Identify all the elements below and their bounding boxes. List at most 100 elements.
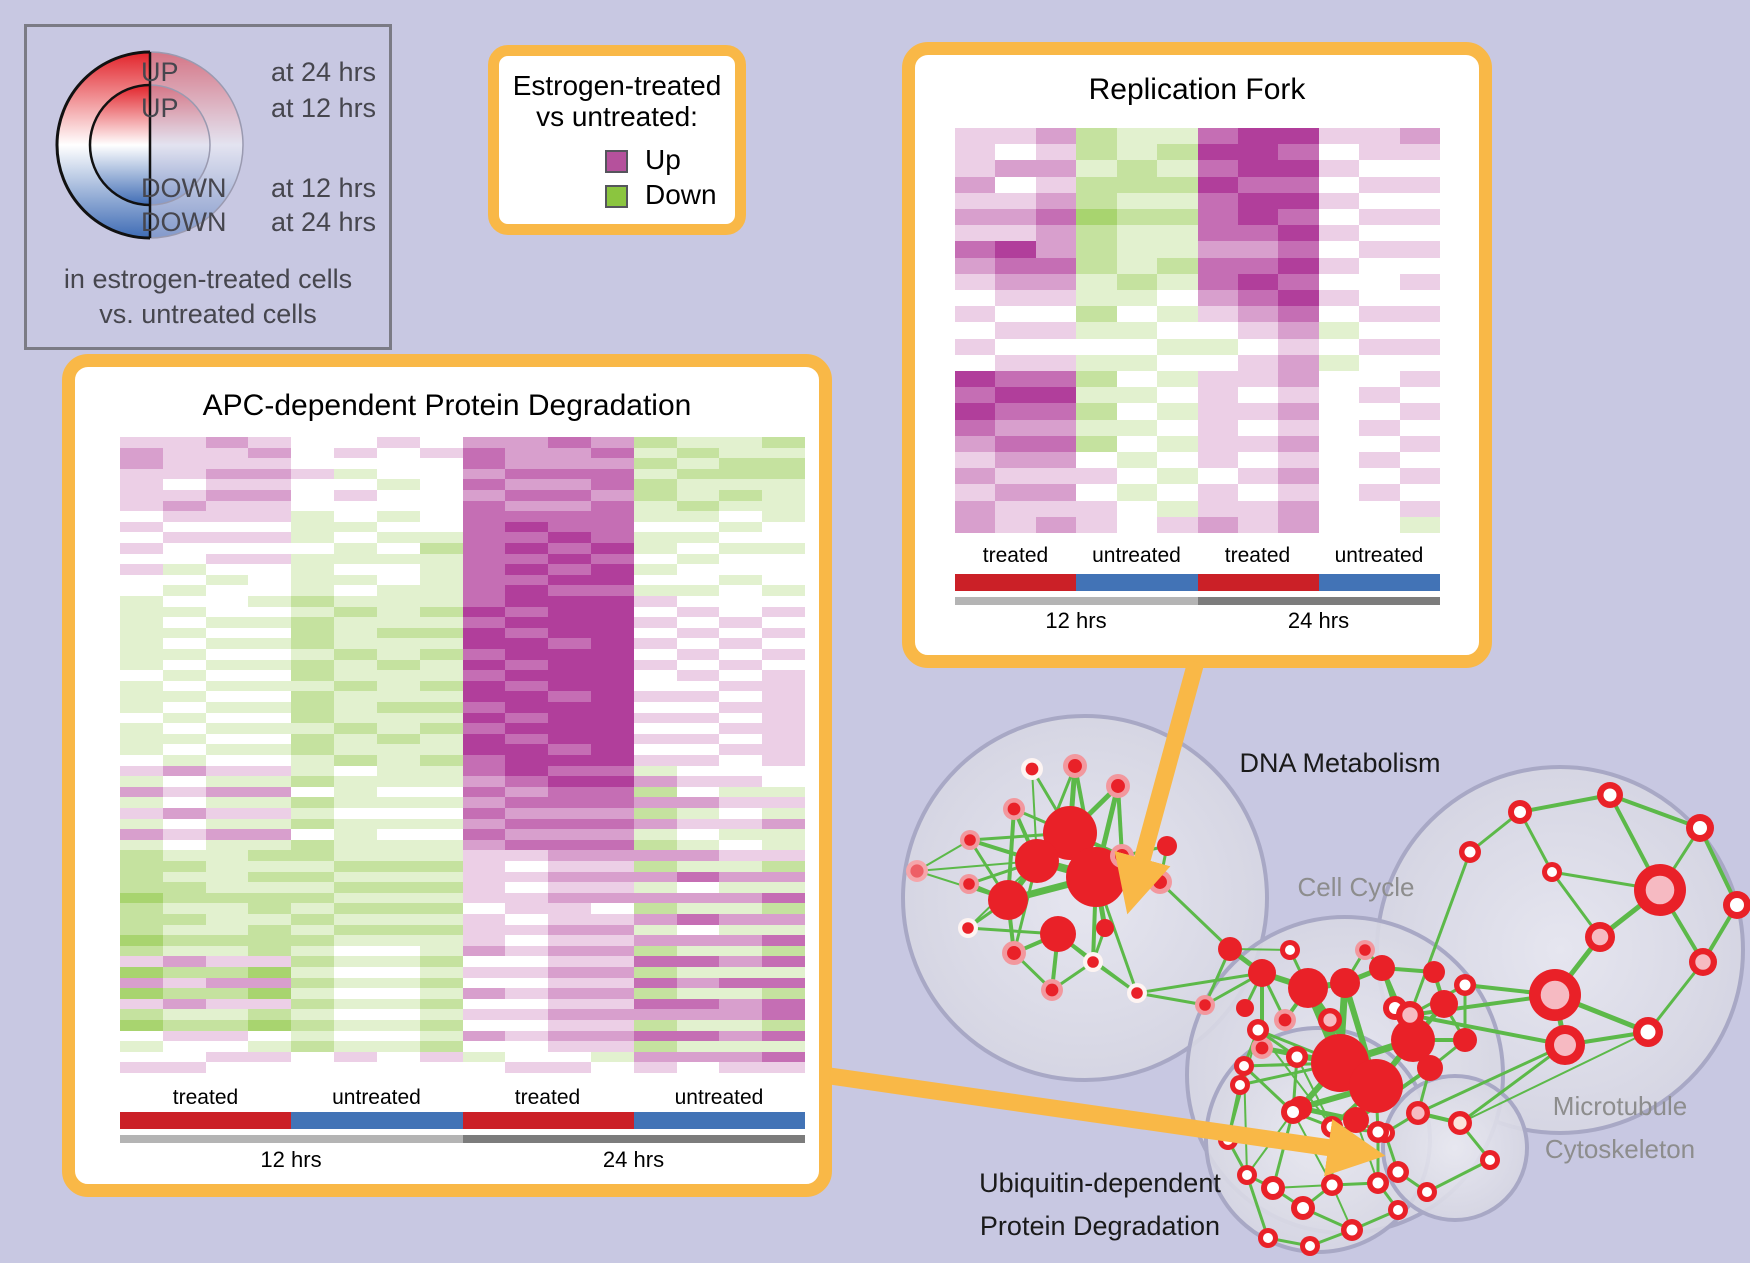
heatmap-cell <box>291 924 335 936</box>
time-label: 24 hrs <box>602 1147 665 1172</box>
heatmap-cell <box>505 723 549 734</box>
heatmap-cell <box>419 861 463 872</box>
heatmap-cell <box>548 680 591 692</box>
heatmap-cell <box>162 702 206 713</box>
heatmap-cell <box>505 744 549 755</box>
heatmap-cell <box>120 914 163 925</box>
network-edge <box>1093 785 1121 878</box>
heatmap-cell <box>120 606 163 618</box>
heatmap-cell <box>955 290 996 307</box>
heatmap-cell <box>205 500 249 512</box>
heatmap-cell <box>205 458 249 469</box>
heatmap-cell <box>1359 209 1400 226</box>
heatmap-cell <box>462 988 506 999</box>
network-edge <box>1057 932 1138 995</box>
heatmap-cell <box>162 638 206 649</box>
heatmap-cell <box>1237 468 1279 485</box>
heatmap-cell <box>1278 354 1319 371</box>
heatmap-cell <box>955 209 996 226</box>
network-node-core <box>1223 1135 1233 1145</box>
heatmap-cell <box>1035 387 1077 404</box>
heatmap-cell <box>676 829 720 840</box>
heatmap-cell <box>548 808 591 819</box>
heatmap-cell <box>120 702 163 713</box>
heatmap-cell <box>719 627 763 639</box>
heatmap-cell <box>334 574 377 586</box>
network-edge <box>1030 768 1072 834</box>
heatmap-cell <box>505 924 549 936</box>
network-node <box>1218 1130 1238 1150</box>
heatmap-cell <box>676 935 720 946</box>
heatmap-cell <box>719 500 763 512</box>
network-node <box>1396 1001 1424 1029</box>
heatmap-cell <box>462 1020 506 1031</box>
heatmap-cell <box>334 977 377 989</box>
heatmap-cell <box>1116 322 1158 339</box>
network-edge <box>1068 784 1120 835</box>
network-node <box>1459 841 1481 863</box>
bar-segment <box>1197 574 1319 591</box>
heatmap-cell <box>334 702 377 713</box>
heatmap-cell <box>1278 290 1319 307</box>
network-node <box>960 830 980 850</box>
heatmap-cell <box>1399 290 1440 307</box>
heatmap-cell <box>162 967 206 978</box>
heatmap-cell <box>1278 225 1319 242</box>
heatmap-cell <box>1318 484 1360 501</box>
network-edge <box>1034 829 1073 865</box>
heatmap-cell <box>548 988 591 999</box>
heatmap-cell <box>548 543 591 554</box>
heatmap-cell <box>505 511 549 522</box>
network-edge <box>1355 1118 1379 1134</box>
heatmap-cell <box>334 914 377 925</box>
heatmap-cell <box>1035 354 1077 371</box>
heatmap-cell <box>1076 290 1117 307</box>
heatmap-cell <box>762 765 805 777</box>
heatmap-cell <box>334 564 377 575</box>
heatmap-cell <box>548 924 591 936</box>
network-node <box>1021 758 1043 780</box>
heatmap-cell <box>719 903 763 914</box>
heatmap-cell <box>462 850 506 861</box>
heatmap-cell <box>162 956 206 967</box>
heatmap-cell <box>676 808 720 819</box>
heatmap-cell <box>1076 338 1117 355</box>
network-node-core <box>963 878 975 890</box>
heatmap-cell <box>248 606 292 618</box>
heatmap-cell <box>376 596 420 607</box>
network-edge <box>1243 972 1264 1009</box>
heatmap-cell <box>205 914 249 925</box>
heatmap-cell <box>376 585 420 596</box>
network-edge <box>1331 1181 1379 1187</box>
heatmap-cell <box>633 479 677 490</box>
heatmap-cell <box>1035 403 1077 420</box>
heatmap-cell <box>419 797 463 808</box>
heatmap-cell <box>462 680 506 692</box>
network-node-core <box>1291 1051 1303 1063</box>
heatmap-cell <box>1399 176 1440 193</box>
heatmap-cell <box>462 892 506 904</box>
network-edge <box>1374 1085 1380 1133</box>
heatmap-cell <box>419 935 463 946</box>
heatmap-cell <box>120 447 163 459</box>
heatmap-cell <box>1318 419 1360 436</box>
heatmap-cell <box>676 479 720 490</box>
heatmap-cell <box>505 437 549 448</box>
heatmap-cell <box>633 543 677 554</box>
heatmap-cell <box>248 765 292 777</box>
heatmap-cell <box>762 797 805 808</box>
heatmap-cell <box>248 447 292 459</box>
network-label: DNA Metabolism <box>1239 748 1440 778</box>
network-node <box>1367 1172 1389 1194</box>
heatmap-cell <box>719 871 763 883</box>
legend-time: at 12 hrs <box>271 93 377 123</box>
heatmap-cell <box>419 744 463 755</box>
heatmap-cell <box>291 808 335 819</box>
heatmap-cell <box>334 553 377 565</box>
network-edge <box>916 839 971 872</box>
cluster-circle <box>901 714 1269 1082</box>
heatmap-cell <box>633 490 677 501</box>
heatmap-cell <box>1116 500 1158 517</box>
heatmap-cell <box>162 1041 206 1052</box>
network-edge <box>1408 851 1472 1016</box>
